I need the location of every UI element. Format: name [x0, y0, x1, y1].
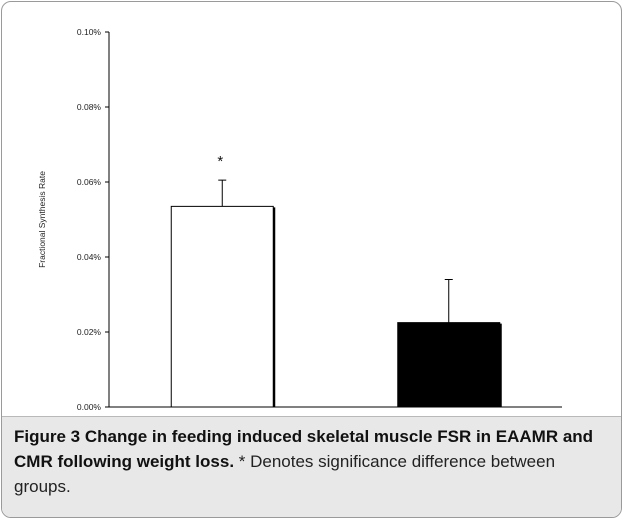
chart-canvas: 0.00% 0.02% 0.04% 0.06% 0.08% 0.10% Fractional… [37, 27, 562, 417]
y-tick-label: 0.10% [77, 27, 102, 37]
y-tick-label: 0.02% [77, 327, 102, 337]
caption-title: Figure 3 Change in feeding induced skele… [14, 427, 594, 471]
y-tick-label: 0.00% [77, 402, 102, 412]
x-tick-label: EAAMR [207, 414, 237, 417]
y-tick-label: 0.04% [77, 252, 102, 262]
figure-caption: Figure 3 Change in feeding induced skele… [2, 416, 621, 517]
caption-text: * Denotes significance difference betwee… [14, 452, 556, 496]
bar-chart: 0.00% 0.02% 0.04% 0.06% 0.08% 0.10% Fractional… [2, 2, 621, 417]
bar-cmr [397, 322, 501, 408]
y-tick-label: 0.08% [77, 102, 102, 112]
bar-eaamr [170, 205, 274, 408]
x-tick-label: CMR [439, 414, 458, 417]
significance-marker: * [217, 153, 223, 170]
y-axis-label: Fractional Synthesis Rate [37, 171, 47, 268]
y-tick-label: 0.06% [77, 177, 102, 187]
